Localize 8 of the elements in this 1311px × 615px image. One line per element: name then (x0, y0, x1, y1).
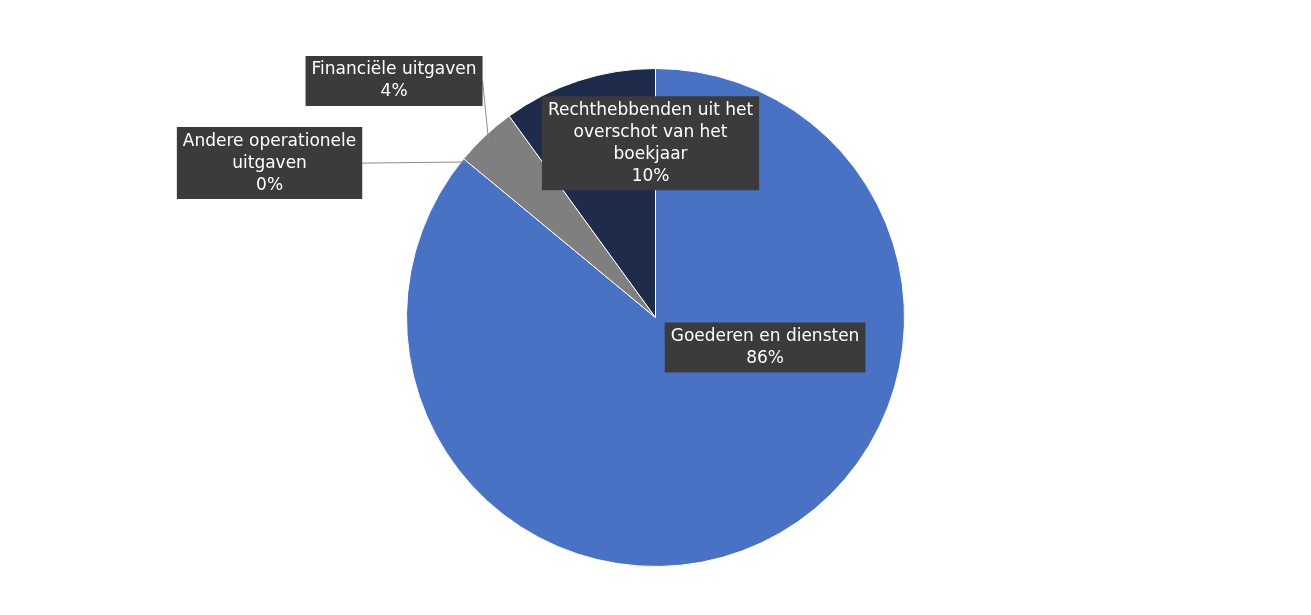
data-label: 10% (631, 164, 670, 185)
data-label: 86% (746, 346, 784, 367)
slice-label: Rechthebbenden uit het overschot van het boekjaar (547, 98, 754, 163)
category-label: Andere operationele uitgaven (182, 129, 357, 172)
text: 0% (256, 173, 284, 194)
slice-label: Goederen en diensten (670, 324, 860, 345)
data-label: 4% (380, 80, 408, 101)
slice-label: Financiële uitgaven (311, 58, 477, 79)
